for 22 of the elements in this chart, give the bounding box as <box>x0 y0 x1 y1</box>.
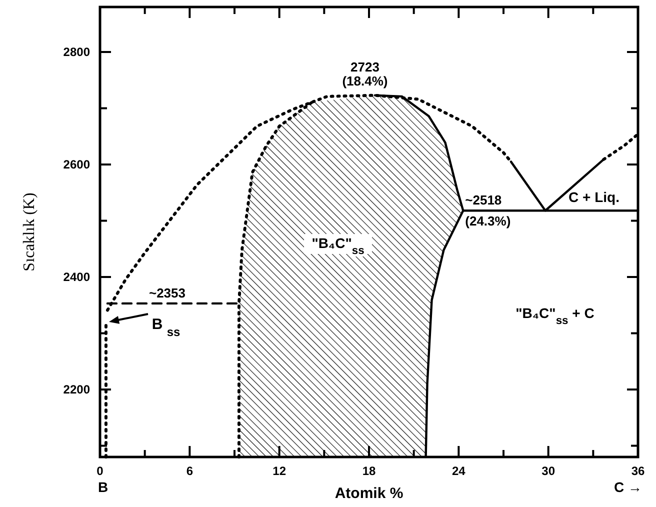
x-tick-label: 12 <box>272 464 286 478</box>
text: B <box>98 479 108 495</box>
annotation: ~2518 (24.3%) <box>465 192 511 229</box>
x-tick-label: 24 <box>452 464 466 478</box>
y-tick-label: 2200 <box>63 382 90 396</box>
y-axis-title: Sıcaklık (K) <box>21 192 38 272</box>
y-tick-label: 2400 <box>63 270 90 284</box>
x-tick-label: 30 <box>542 464 556 478</box>
x-tick-label: 18 <box>362 464 376 478</box>
annotation: ~2353 <box>148 285 186 300</box>
annotation: "B₄C"$_{ss}$ <box>312 235 364 257</box>
y-tick-label: 2600 <box>63 158 90 172</box>
text: C → <box>614 479 642 495</box>
annotation: 2723 (18.4%) <box>342 59 388 88</box>
annotation: C + Liq. <box>568 189 620 205</box>
annotation: "B₄C"$_{ss}$ + C <box>516 305 594 327</box>
annotation: B $_{ss}$ <box>152 316 180 339</box>
x-tick-label: 0 <box>96 464 104 478</box>
x-tick-label: 6 <box>186 464 194 478</box>
x-tick-label: 36 <box>631 464 645 478</box>
x-axis-title: Atomik % <box>334 485 404 502</box>
y-tick-label: 2800 <box>63 45 90 59</box>
